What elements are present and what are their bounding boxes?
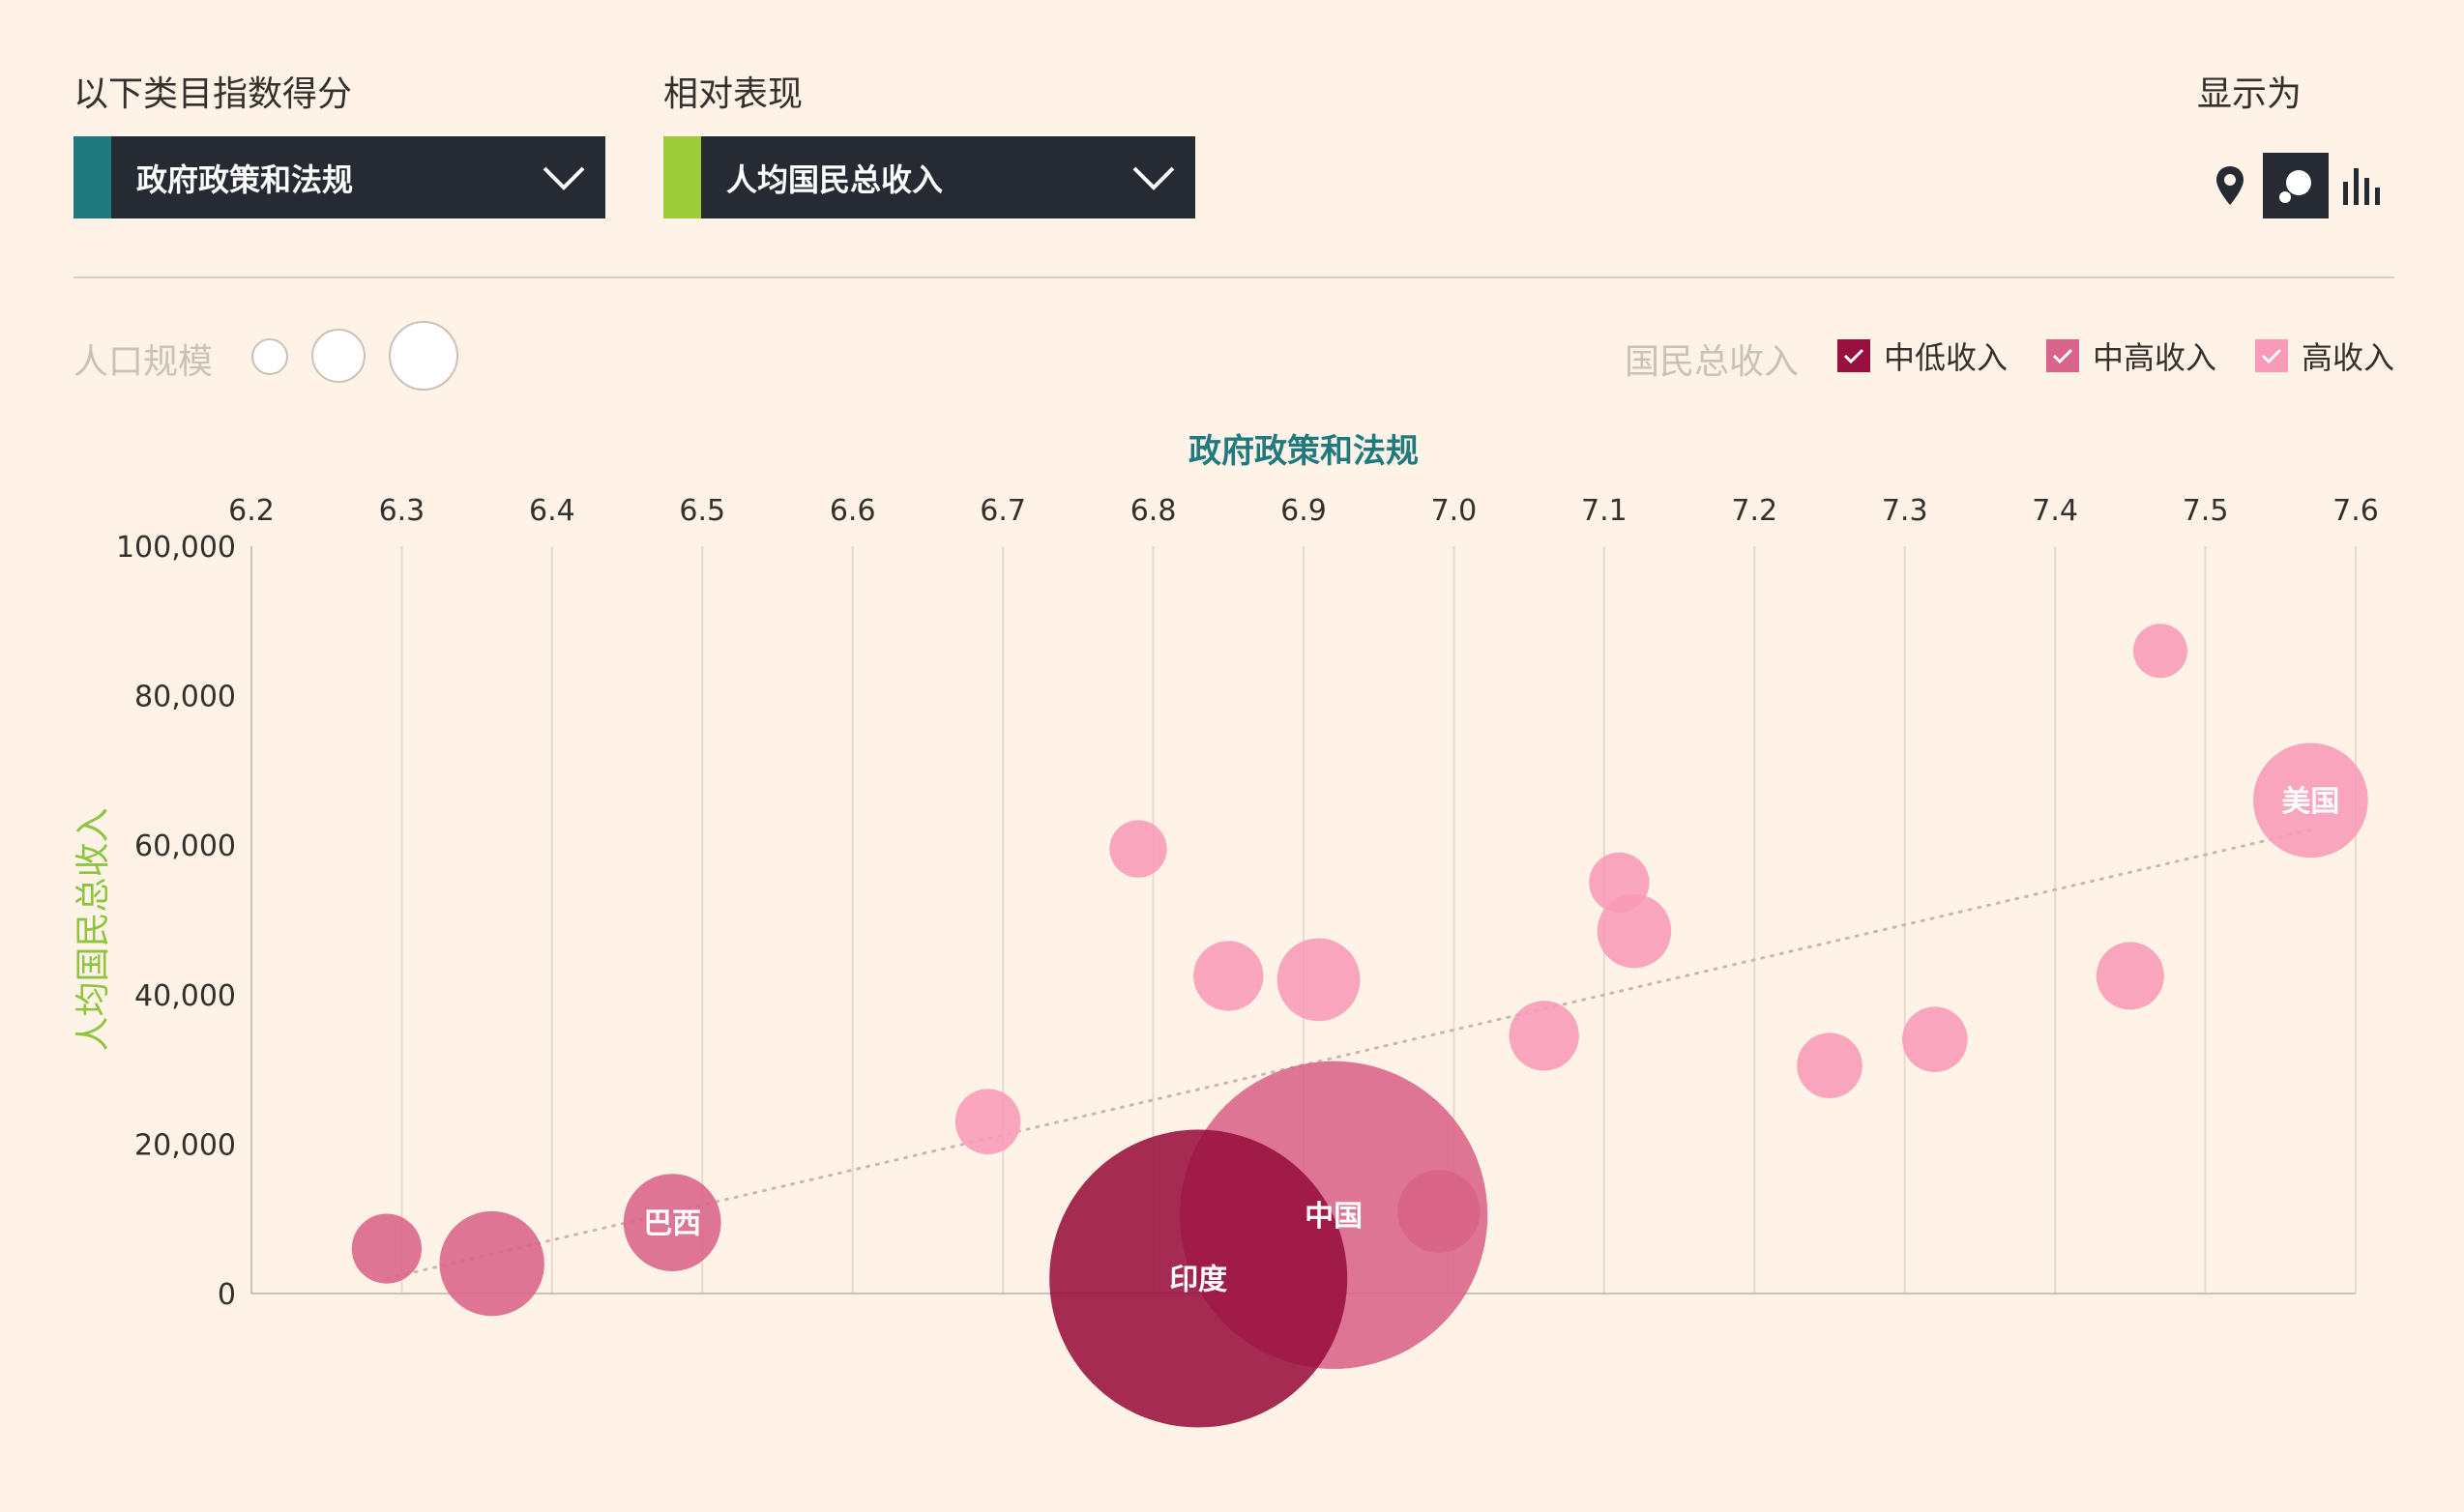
bubble-point[interactable] — [2132, 624, 2187, 679]
x-tick-label: 7.0 — [1431, 494, 1478, 528]
legend-label: 中低收入 — [1884, 339, 2009, 376]
bubble-point[interactable] — [1597, 893, 1672, 969]
y-tick-label: 80,000 — [134, 681, 236, 714]
legend-label: 高收入 — [2302, 339, 2395, 376]
legend-label: 中高收入 — [2093, 339, 2217, 376]
check-icon — [2255, 339, 2288, 372]
bubble-point[interactable] — [351, 1213, 423, 1284]
bubble-view-button[interactable] — [2263, 153, 2329, 218]
bubble-point[interactable] — [2096, 942, 2164, 1010]
bubble-point[interactable] — [1509, 1001, 1579, 1071]
x-tick-label: 7.5 — [2183, 494, 2229, 528]
y-axis-title: 人均国民总收入 — [73, 807, 113, 1051]
map-icon — [2216, 166, 2244, 205]
population-label: 人口规模 — [73, 342, 214, 382]
bubble-point[interactable] — [2253, 742, 2368, 858]
bubble-point[interactable] — [1397, 1170, 1481, 1253]
x-tick-label: 6.6 — [830, 494, 876, 528]
bubble-point[interactable] — [1276, 938, 1361, 1022]
bubble-point[interactable] — [1049, 1129, 1348, 1428]
bubble-point[interactable] — [1902, 1006, 1968, 1072]
x-tick-label: 7.3 — [1882, 494, 1928, 528]
bubble-point[interactable] — [1797, 1032, 1863, 1099]
x-tick-label: 6.3 — [379, 494, 425, 528]
divider — [73, 276, 2394, 278]
chevron-down-icon — [543, 166, 585, 190]
bubble-point[interactable] — [439, 1210, 544, 1317]
x-axis-title: 政府政策和法规 — [1188, 432, 1419, 471]
population-size-large — [389, 321, 458, 391]
legend-title: 国民总收入 — [1625, 342, 1800, 382]
bubbles — [351, 624, 2368, 1428]
chevron-down-icon — [1132, 166, 1175, 190]
bubble-icon — [2279, 170, 2311, 203]
x-tick-label: 6.9 — [1280, 494, 1327, 528]
map-view-button[interactable] — [2197, 153, 2263, 218]
compare-select[interactable]: 人均国民总收入 — [663, 136, 1195, 218]
y-tick-label: 40,000 — [134, 979, 236, 1013]
population-size-medium — [311, 329, 366, 383]
display-label: 显示为 — [2197, 74, 2303, 114]
bubble-point[interactable] — [1109, 820, 1167, 878]
compare-value: 人均国民总收入 — [726, 160, 944, 198]
x-tick-label: 7.6 — [2332, 494, 2379, 528]
bubble-label: 美国 — [2281, 785, 2339, 819]
bubble-point[interactable] — [1589, 852, 1650, 913]
bubble-point[interactable] — [1193, 941, 1264, 1011]
x-tick-label: 6.8 — [1130, 494, 1177, 528]
category-swatch — [73, 136, 111, 218]
y-tick-label: 100,000 — [116, 531, 236, 565]
x-tick-label: 7.4 — [2032, 494, 2078, 528]
bubble-label: 印度 — [1169, 1264, 1227, 1297]
category-select[interactable]: 政府政策和法规 — [73, 136, 605, 218]
category-label: 以下类目指数得分 — [73, 74, 353, 114]
check-icon — [1837, 339, 1870, 372]
category-value: 政府政策和法规 — [136, 160, 354, 198]
x-tick-label: 6.2 — [228, 494, 275, 528]
tick-labels: 6.2 6.3 6.4 6.5 6.6 6.7 6.8 6.9 7.0 7.1 7.2 7.3 7.4 7… — [116, 494, 2379, 1312]
legend-item-high[interactable]: 高收入 — [2255, 334, 2394, 378]
population-size-small — [251, 338, 288, 375]
x-tick-label: 6.5 — [679, 494, 725, 528]
legend-item-upper-middle[interactable]: 中高收入 — [2046, 334, 2216, 378]
legend-item-lower-middle[interactable]: 中低收入 — [1837, 334, 2008, 378]
compare-swatch — [663, 136, 701, 218]
x-tick-label: 6.4 — [529, 494, 575, 528]
bubble-point[interactable] — [623, 1174, 721, 1271]
grid — [250, 546, 2357, 1294]
check-icon — [2046, 339, 2079, 372]
x-tick-label: 7.1 — [1581, 494, 1628, 528]
bubble-label: 中国 — [1305, 1200, 1363, 1234]
bubble-point[interactable] — [954, 1089, 1021, 1155]
y-tick-label: 20,000 — [134, 1128, 236, 1162]
x-tick-label: 6.7 — [980, 494, 1026, 528]
bar-chart-icon — [2343, 168, 2380, 205]
compare-label: 相对表现 — [663, 74, 804, 114]
x-tick-label: 7.2 — [1731, 494, 1777, 528]
y-tick-label: 60,000 — [134, 829, 236, 863]
bar-view-button[interactable] — [2331, 153, 2396, 218]
bubble-label: 巴西 — [643, 1207, 701, 1241]
y-tick-label: 0 — [218, 1278, 236, 1312]
